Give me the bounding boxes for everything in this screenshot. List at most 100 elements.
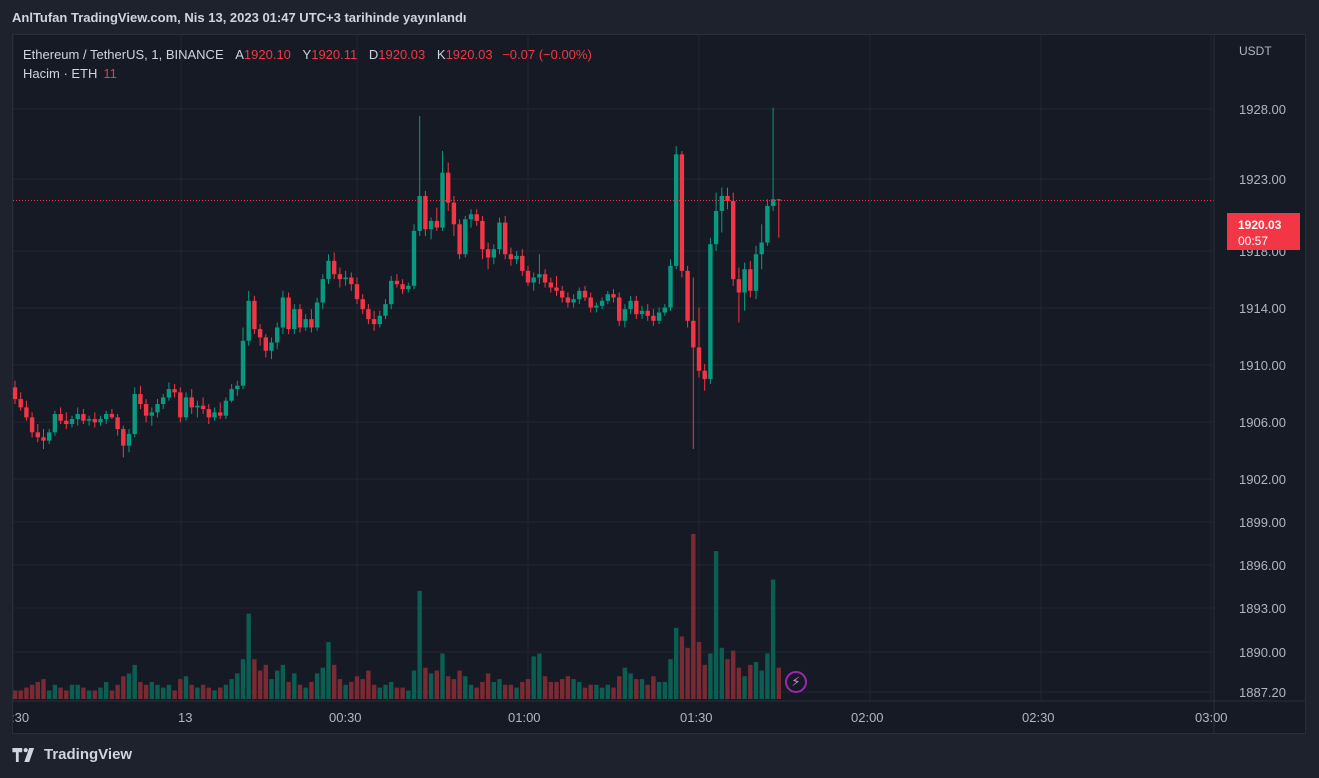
volume-bar [611, 687, 616, 699]
time-tick-label: 01:30 [680, 710, 713, 725]
candle-body [423, 195, 428, 230]
candle-body [252, 300, 257, 330]
volume-bar [47, 690, 52, 699]
volume-bar [115, 684, 120, 699]
volume-bar [149, 681, 154, 699]
volume-bar [514, 687, 519, 699]
time-tick-label: 02:30 [1022, 710, 1055, 725]
candle-body [662, 307, 667, 313]
candle-body [343, 277, 348, 280]
candle-body [81, 414, 86, 421]
volume-bar [759, 670, 764, 699]
chart-panel[interactable]: USDT 1928.00 1923.00 1918.00 1914.00 1910.00… [12, 34, 1306, 734]
candle-body [571, 299, 576, 303]
volume-bar [104, 681, 109, 699]
candle-body [731, 200, 736, 280]
price-axis-ticks: 1928.001923.001918.001914.001910.001906.… [1239, 102, 1286, 700]
volume-bar [189, 684, 194, 699]
volume-bar [320, 667, 325, 699]
candle-body [554, 287, 559, 291]
volume-bar [708, 653, 713, 699]
volume-bar [702, 664, 707, 699]
volume-bar [229, 679, 234, 699]
volume-bar [218, 687, 223, 699]
volume-bar [155, 684, 160, 699]
candle-body [622, 309, 628, 321]
volume-bar [508, 684, 514, 699]
volume-bar [571, 679, 576, 699]
volume-bar [480, 681, 485, 699]
candle-body [24, 407, 29, 418]
candle-body [161, 397, 166, 405]
candle-body [645, 310, 650, 316]
candle-body [86, 419, 92, 421]
candlestick-chart[interactable]: USDT 1928.001923.001918.001914.001910.00… [13, 35, 1305, 733]
candle-body [588, 297, 593, 308]
candle-body [371, 319, 377, 325]
candle-body [377, 315, 382, 325]
volume-bar [343, 684, 348, 699]
candle-body [149, 412, 154, 416]
volume-bar [377, 687, 382, 699]
volume-bar [35, 681, 40, 699]
candle-body [725, 195, 730, 201]
current-price-value: 1920.03 [1238, 218, 1282, 232]
candle-body [92, 419, 97, 423]
candle-body [366, 309, 371, 320]
volume-bar [679, 636, 685, 699]
candles [13, 107, 781, 458]
candle-body [765, 205, 770, 243]
candle-body [582, 290, 588, 298]
volume-bar [252, 659, 257, 699]
volume-bar [417, 590, 422, 699]
candle-body [611, 294, 616, 298]
candle-body [776, 199, 781, 201]
volume-bar [696, 642, 702, 699]
symbol-label: Ethereum / TetherUS, 1, BINANCE [23, 47, 224, 62]
candle-body [451, 202, 457, 225]
volume-bar [52, 684, 58, 699]
candle-body [360, 299, 365, 310]
tradingview-logo-icon [12, 747, 35, 762]
candle-body [497, 222, 502, 250]
volume-bar [736, 667, 742, 699]
volume-bar [731, 650, 736, 699]
volume-bar [628, 673, 633, 699]
volume-bar [685, 647, 690, 699]
volume-bar [183, 676, 189, 699]
volume-bar [366, 670, 371, 699]
volume-bar [434, 670, 439, 699]
lightning-icon[interactable]: ⚡ [785, 671, 807, 693]
volume-bar [257, 670, 263, 699]
volume-bar [485, 673, 491, 699]
volume-bar [599, 687, 605, 699]
candle-body [406, 285, 411, 290]
volume-bar [172, 690, 177, 699]
candle-body [685, 270, 690, 321]
high-value: 1920.11 [311, 47, 358, 62]
volume-bar [577, 681, 582, 699]
volume-bar [605, 684, 610, 699]
candle-body [240, 340, 246, 386]
volume-bar [776, 667, 781, 699]
candle-countdown: 00:57 [1238, 234, 1269, 248]
candle-body [480, 220, 485, 250]
volume-bar [349, 681, 354, 699]
volume-bar [58, 687, 63, 699]
candle-body [98, 419, 103, 423]
volume-bar [656, 681, 662, 699]
open-label: A [235, 47, 244, 62]
volume-bar [326, 642, 331, 699]
price-tick-label: 1914.00 [1239, 301, 1286, 316]
candle-body [303, 319, 308, 328]
volume-bar [200, 684, 206, 699]
volume-bar [161, 687, 166, 699]
volume-bar [634, 679, 639, 699]
volume-bar [594, 684, 599, 699]
volume-bar [18, 690, 23, 699]
time-tick-label: 02:00 [851, 710, 884, 725]
candle-body [748, 269, 753, 291]
volume-bar [645, 684, 650, 699]
volume-bar [617, 676, 622, 699]
brand-footer[interactable]: TradingView [12, 746, 132, 763]
